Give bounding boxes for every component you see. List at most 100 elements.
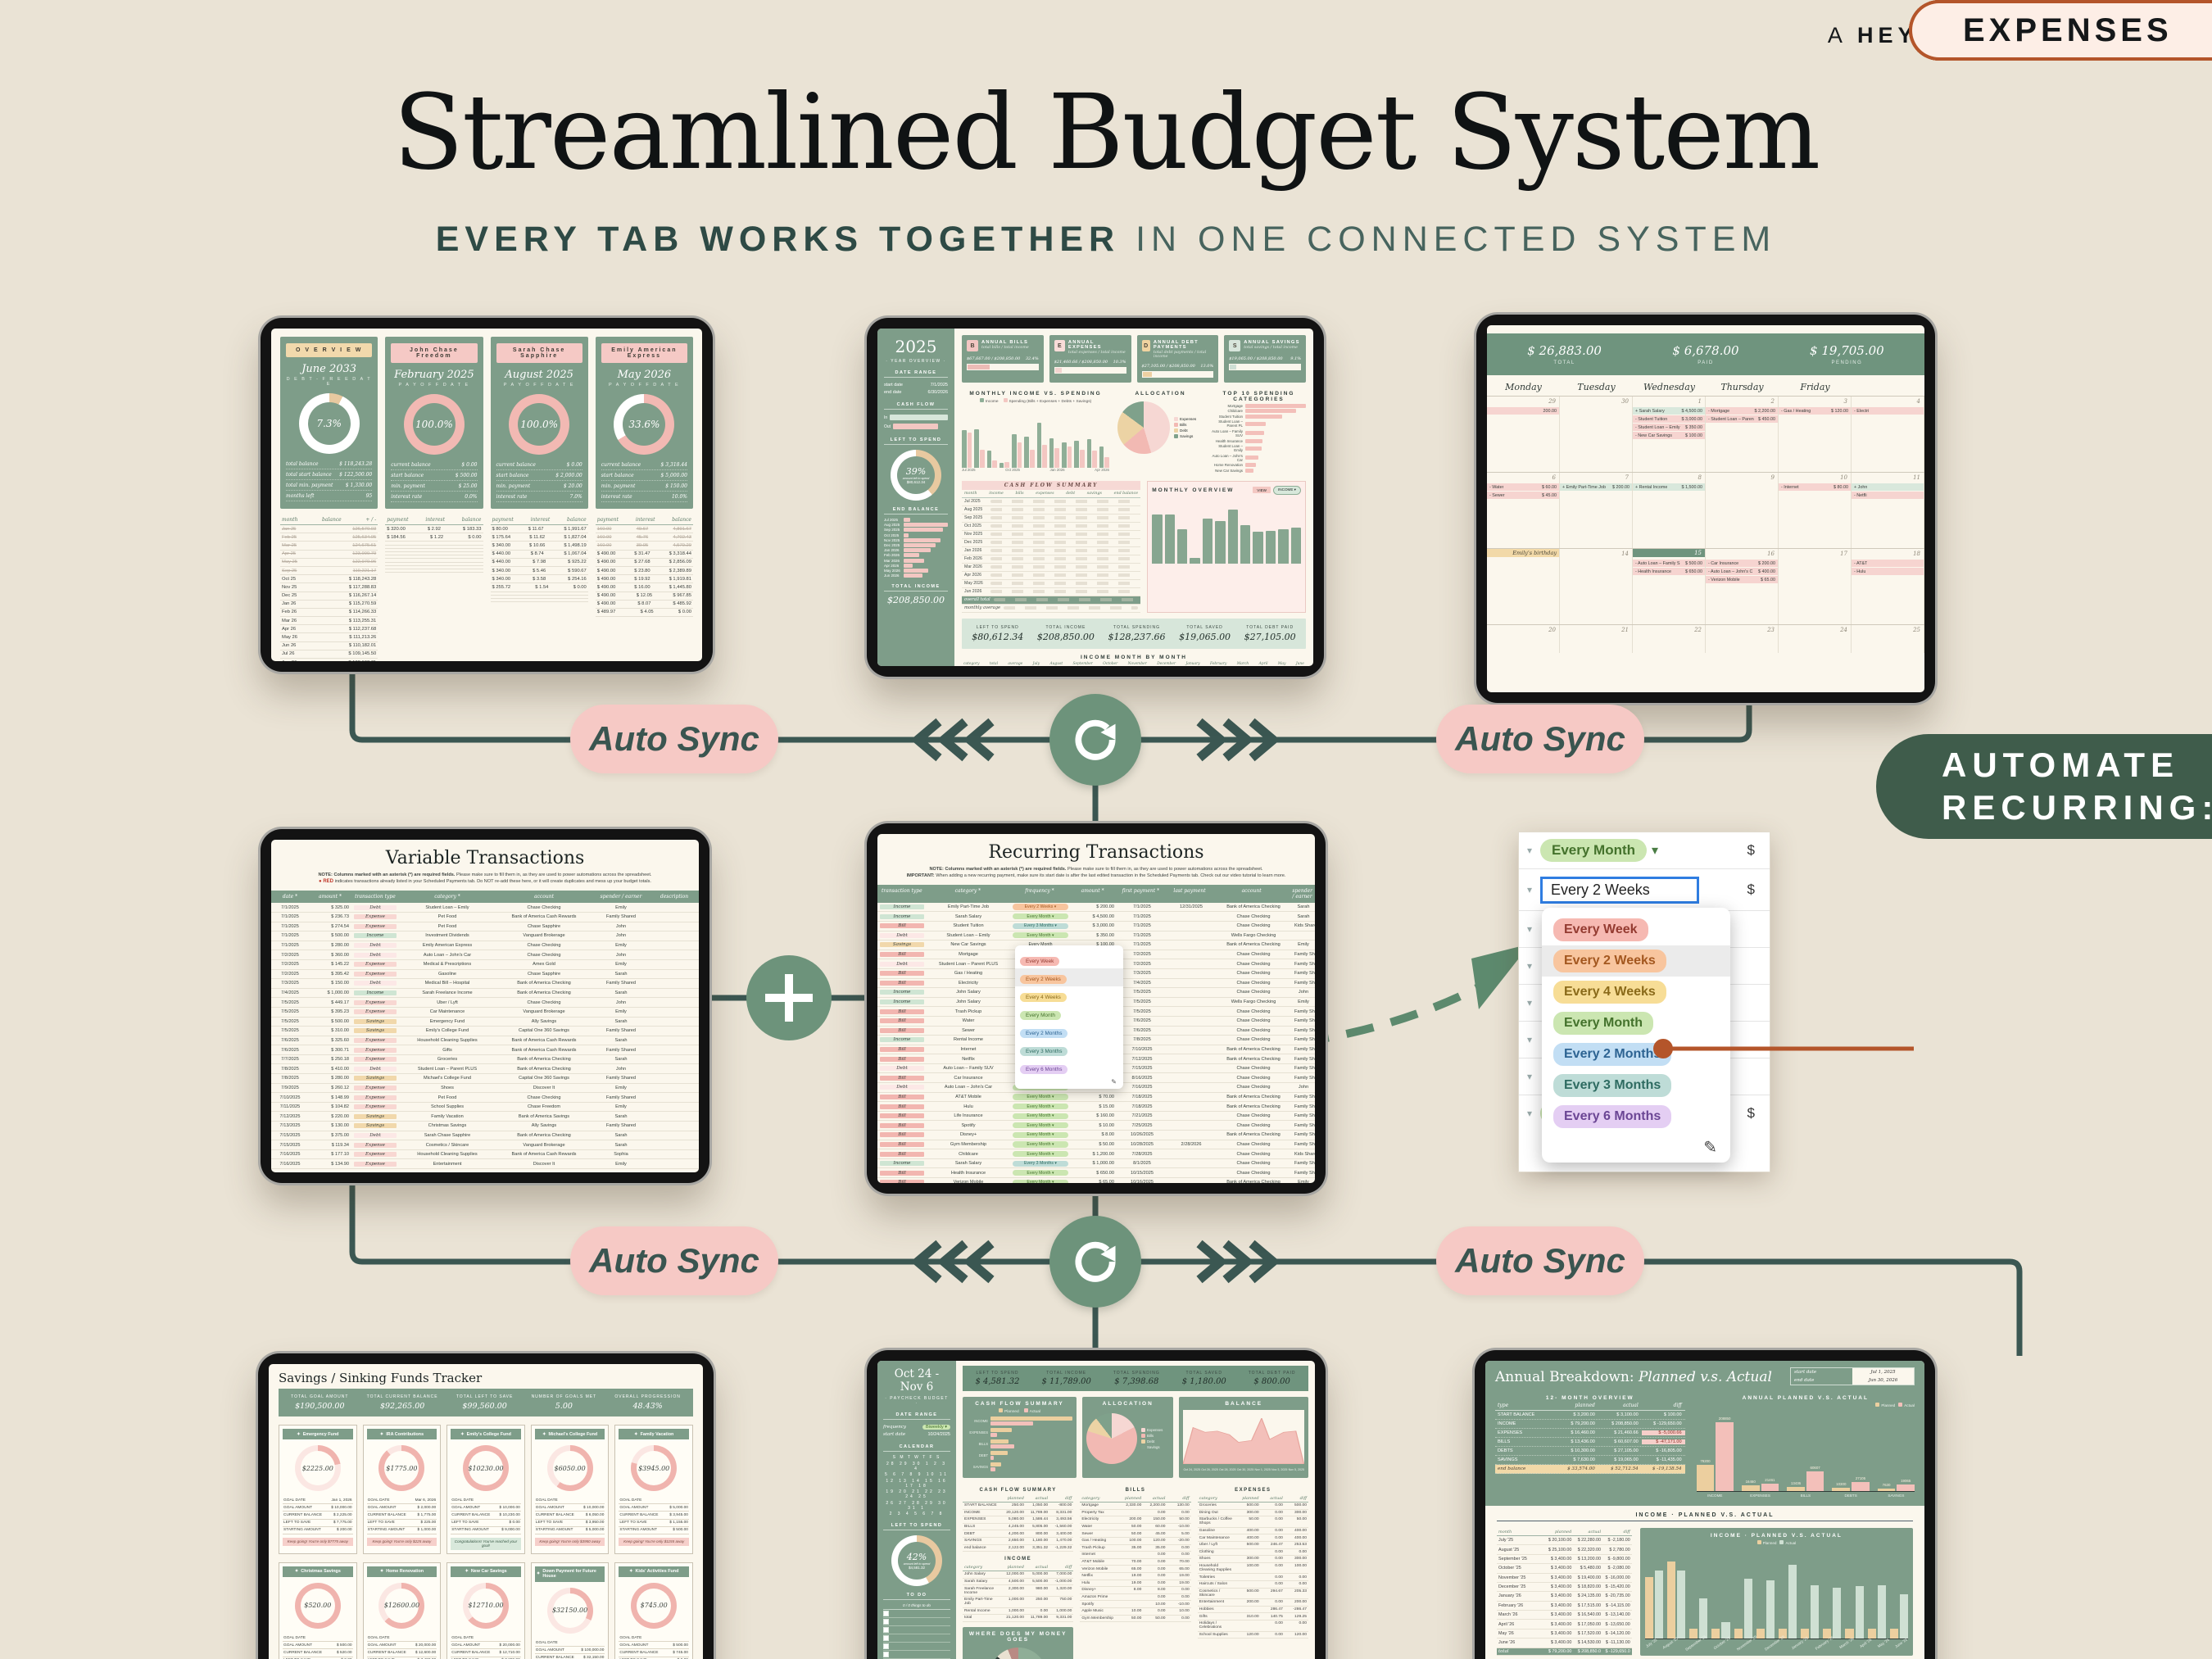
table-row[interactable]: Bill Disney+ Every Month ▾ $ 8.00 10/26/… (877, 1131, 1315, 1140)
frequency-cell[interactable]: Every 3 Months ▾ (1013, 1160, 1068, 1167)
calendar-day[interactable]: 4- Electri (1852, 397, 1924, 472)
calendar-entry[interactable]: - Student Tuition $ 3,000.00 (1633, 415, 1705, 423)
table-row[interactable]: 7/11/2025 $ 104.82 Expense School Suppli… (271, 1103, 699, 1113)
calendar-day[interactable]: 13Emily's birthday (1487, 549, 1560, 624)
table-row[interactable]: Bill AT&T Mobile Every Month ▾ $ 70.00 7… (877, 1093, 1315, 1103)
calendar-entry[interactable]: + Sarah Salary $ 4,500.00 (1633, 407, 1705, 415)
table-row[interactable]: Bill Spotify Every Month ▾ $ 10.00 7/25/… (877, 1121, 1315, 1131)
todo-row[interactable] (883, 1626, 950, 1634)
table-row[interactable]: Income Sarah Salary Every 3 Months ▾ $ 1… (877, 1159, 1315, 1169)
todo-row[interactable] (883, 1634, 950, 1643)
table-row[interactable]: 7/15/2025 $ 375.00 Debt Sarah Chase Sapp… (271, 1131, 699, 1141)
table-row[interactable]: 7/9/2025 $ 260.12 Expense Shoes Discover… (271, 1084, 699, 1094)
frequency-option[interactable]: Every 4 Weeks (1020, 993, 1067, 1002)
frequency-input[interactable]: Every 2 Weeks (1540, 876, 1699, 904)
frequency-cell[interactable]: Every Month ▾ (1013, 1103, 1068, 1110)
todo-row[interactable] (883, 1610, 950, 1618)
table-row[interactable]: 7/5/2025 $ 500.00 Savings Emergency Fund… (271, 1018, 699, 1027)
table-row[interactable]: Debt Student Loan – Emily Every Month ▾ … (877, 931, 1315, 941)
frequency-cell[interactable]: Every Month ▾ (1013, 913, 1068, 920)
calendar-entry[interactable]: 200.00 (1487, 407, 1559, 415)
table-row[interactable]: 7/1/2025 $ 500.00 Income Investment Divi… (271, 931, 699, 941)
frequency-cell[interactable]: Every Month ▾ (1013, 932, 1068, 939)
calendar-entry[interactable]: - Electri (1852, 407, 1924, 415)
table-row[interactable]: 7/2/2025 $ 395.42 Expense Gasoline Chase… (271, 970, 699, 980)
table-row[interactable]: Income Emily Part-Time Job Every 2 Weeks… (877, 903, 1315, 913)
table-row[interactable]: Bill Childcare Every Month ▾ $ 1,200.00 … (877, 1149, 1315, 1159)
table-row[interactable]: Bill Student Tuition Every 3 Months ▾ $ … (877, 922, 1315, 931)
table-row[interactable]: 7/2/2025 $ 145.22 Expense Medical & Pres… (271, 960, 699, 970)
calendar-entry[interactable]: - Student Loan – Emily $ 350.00 (1633, 424, 1705, 431)
calendar-day[interactable]: 15- Auto Loan – Family S $ 500.00- Health… (1633, 549, 1706, 624)
calendar-entry[interactable]: + John (1852, 483, 1924, 491)
table-row[interactable]: Bill Life Insurance Every Month ▾ $ 160.… (877, 1112, 1315, 1122)
calendar-entry[interactable]: - Auto Loan – John's C $ 400.00 (1706, 568, 1778, 575)
calendar-day[interactable]: 24 (1779, 625, 1852, 653)
frequency-option[interactable]: Every 4 Weeks (1553, 981, 1666, 1004)
calendar-entry[interactable]: + Rental Income $ 1,500.00 (1633, 483, 1705, 491)
calendar-day[interactable]: 23 (1706, 625, 1779, 653)
table-row[interactable]: 7/16/2025 $ 177.10 Expense Household Cle… (271, 1150, 699, 1160)
table-row[interactable]: 7/1/2025 $ 280.00 Debt Emily American Ex… (271, 941, 699, 951)
table-row[interactable]: 7/6/2025 $ 325.60 Expense Household Clea… (271, 1036, 699, 1046)
calendar-entry[interactable]: + Emily Part-Time Job $ 200.00 (1560, 483, 1632, 491)
frequency-cell[interactable]: Every Month ▾ (1013, 1150, 1068, 1158)
calendar-entry[interactable]: - Water $ 60.00 (1487, 483, 1559, 491)
calendar-entry[interactable]: - Gas / Heating $ 120.00 (1779, 407, 1851, 415)
calendar-day[interactable]: 11 + John - Netfli (1852, 473, 1924, 548)
frequency-cell[interactable]: Every Month ▾ (1013, 1131, 1068, 1138)
table-row[interactable]: 7/5/2025 $ 395.23 Expense Car Maintenanc… (271, 1008, 699, 1018)
calendar-day[interactable]: 22 (1633, 625, 1706, 653)
frequency-select[interactable]: Biweekly ▾ (922, 1424, 950, 1430)
table-row[interactable]: 7/8/2025 $ 410.00 Debt Student Loan – Pa… (271, 1064, 699, 1075)
calendar-entry[interactable]: - Hulu (1852, 568, 1924, 575)
frequency-option[interactable]: Every Week (1553, 918, 1648, 941)
calendar-entry[interactable]: - Car Insurance $ 200.00 (1706, 560, 1778, 567)
table-row[interactable]: Bill Hulu Every Month ▾ $ 15.00 7/18/202… (877, 1102, 1315, 1112)
frequency-option[interactable]: Every 3 Months (1553, 1074, 1672, 1097)
calendar-day[interactable]: 14 (1560, 549, 1633, 624)
frequency-option[interactable]: Every Month (1020, 1011, 1061, 1020)
table-row[interactable]: 7/12/2025 $ 220.00 Savings Family Vacati… (271, 1112, 699, 1122)
frequency-option[interactable]: Every 3 Months (1020, 1047, 1068, 1056)
calendar-day[interactable]: 29 200.00 (1487, 397, 1560, 472)
frequency-option[interactable]: Every 6 Months (1553, 1105, 1672, 1128)
calendar-day[interactable]: 8 + Rental Income $ 1,500.00 (1633, 473, 1706, 548)
table-row[interactable]: Income Sarah Salary Every Month ▾ $ 4,50… (877, 912, 1315, 922)
todo-row[interactable] (883, 1618, 950, 1626)
frequency-cell[interactable]: Every Month ▾ (1013, 1170, 1068, 1176)
calendar-day[interactable]: 25 (1852, 625, 1924, 653)
table-row[interactable]: 7/6/2025 $ 300.71 Expense Gifts Bank of … (271, 1045, 699, 1055)
table-row[interactable]: 7/3/2025 $ 150.00 Debt Medical Bill – Ho… (271, 979, 699, 989)
table-row[interactable]: 7/7/2025 $ 250.18 Expense Groceries Bank… (271, 1055, 699, 1065)
calendar-entry[interactable]: - Internet $ 80.00 (1779, 483, 1851, 491)
calendar-entry[interactable]: - AT&T (1852, 560, 1924, 567)
calendar-day[interactable]: 20 (1487, 625, 1560, 653)
table-row[interactable]: 7/4/2025 $ 1,000.00 Income Sarah Freelan… (271, 989, 699, 999)
frequency-cell[interactable]: Every Month ▾ (1013, 1141, 1068, 1148)
calendar-entry[interactable]: - Student Loan – Paren $ 450.00 (1706, 415, 1778, 423)
calendar-day[interactable]: 10- Internet $ 80.00 (1779, 473, 1852, 548)
calendar-entry[interactable]: - Mortgage $ 2,200.00 (1706, 407, 1778, 415)
frequency-option[interactable]: Every 2 Weeks (1553, 950, 1666, 972)
edit-pencil-icon[interactable]: ✎ (1111, 1078, 1117, 1086)
calendar-day[interactable]: 7 + Emily Part-Time Job $ 200.00 (1560, 473, 1633, 548)
calendar-entry[interactable]: - Auto Loan – Family S $ 500.00 (1633, 560, 1705, 567)
calendar-entry[interactable]: - Netfli (1852, 492, 1924, 499)
table-row[interactable]: 7/13/2025 $ 130.00 Savings Christmas Sav… (271, 1122, 699, 1131)
table-row[interactable]: Bill Health Insurance Every Month ▾ $ 65… (877, 1168, 1315, 1178)
frequency-cell[interactable]: Every Month ▾ (1013, 1094, 1068, 1100)
table-row[interactable]: 7/1/2025 $ 325.00 Debt Student Loan – Em… (271, 903, 699, 913)
table-row[interactable]: 7/8/2025 $ 280.00 Savings Michael's Coll… (271, 1074, 699, 1084)
frequency-cell[interactable]: Every Month ▾ (1013, 1122, 1068, 1129)
calendar-entry[interactable]: - Sewer $ 45.00 (1487, 492, 1559, 499)
frequency-cell[interactable]: Every Month (1540, 839, 1648, 862)
table-row[interactable]: 7/5/2025 $ 449.17 Expense Uber / Lyft Ch… (271, 998, 699, 1008)
frequency-option[interactable]: Every 2 Weeks (1020, 975, 1067, 984)
calendar-day[interactable]: 30 (1560, 397, 1633, 472)
calendar-entry[interactable]: - New Car Savings $ 100.00 (1633, 432, 1705, 439)
frequency-option[interactable]: Every 2 Months (1020, 1029, 1068, 1038)
table-row[interactable]: 7/15/2025 $ 119.34 Expense Cosmetics / S… (271, 1140, 699, 1150)
calendar-day[interactable]: 2- Mortgage $ 2,200.00- Student Loan – Pa… (1706, 397, 1779, 472)
frequency-option[interactable]: Every 6 Months (1020, 1065, 1068, 1074)
